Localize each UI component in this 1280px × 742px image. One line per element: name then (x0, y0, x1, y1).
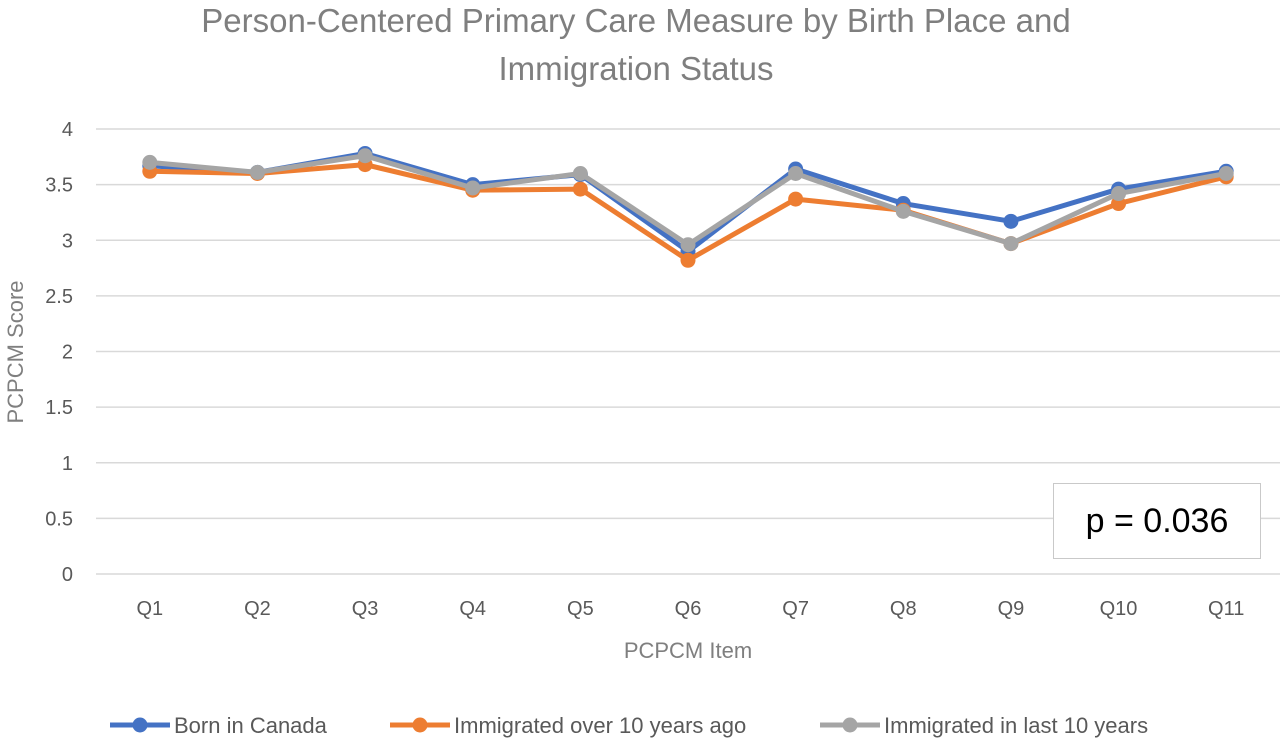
y-tick-label: 2.5 (45, 286, 73, 308)
y-tick-label: 3.5 (45, 175, 73, 197)
legend-marker (412, 717, 428, 733)
y-tick-label: 3 (62, 230, 73, 252)
data-point (1003, 213, 1019, 229)
y-tick-label: 2 (62, 342, 73, 364)
legend-label: Immigrated in last 10 years (884, 713, 1148, 738)
data-point (572, 181, 588, 197)
y-tick-label: 0.5 (45, 508, 73, 530)
legend: Born in Canada Immigrated over 10 years a… (110, 713, 1148, 738)
legend-entry: Born in Canada (110, 713, 328, 738)
data-point (788, 191, 804, 207)
x-axis-label: PCPCM Item (624, 638, 752, 663)
x-tick-label: Q7 (782, 598, 809, 620)
series-lines (142, 145, 1234, 268)
x-tick-label: Q1 (136, 598, 163, 620)
data-point (680, 252, 696, 268)
legend-entry: Immigrated over 10 years ago (390, 713, 746, 738)
x-tick-label: Q6 (675, 598, 702, 620)
legend-label: Born in Canada (174, 713, 328, 738)
x-tick-label: Q4 (459, 598, 486, 620)
y-tick-label: 1.5 (45, 397, 73, 419)
chart-title-line-2: Immigration Status (498, 50, 774, 87)
data-point (1003, 236, 1019, 252)
p-value-annotation: p = 0.036 (1053, 483, 1261, 559)
data-point (1218, 166, 1234, 181)
x-tick-label: Q8 (890, 598, 917, 620)
data-point (1111, 186, 1127, 202)
data-point (357, 148, 373, 164)
x-tick-label: Q9 (998, 598, 1025, 620)
x-tick-label: Q5 (567, 598, 594, 620)
data-point (465, 180, 481, 196)
x-tick-label: Q3 (352, 598, 379, 620)
x-tick-label: Q11 (1208, 598, 1244, 620)
data-point (249, 164, 265, 180)
y-tick-label: 1 (62, 453, 73, 475)
legend-marker (132, 717, 148, 733)
y-tick-label: 0 (62, 564, 73, 586)
data-point (680, 237, 696, 253)
x-tick-label: Q10 (1100, 598, 1138, 620)
data-point (788, 166, 804, 181)
series-3 (142, 148, 1234, 253)
y-axis-label: PCPCM Score (3, 280, 28, 423)
data-point (895, 203, 911, 219)
data-point (142, 154, 158, 170)
data-point (572, 166, 588, 181)
chart-title-line-1: Person-Centered Primary Care Measure by … (201, 2, 1071, 39)
legend-entry: Immigrated in last 10 years (820, 713, 1148, 738)
y-tick-label: 4 (62, 119, 73, 141)
x-tick-label: Q2 (244, 598, 271, 620)
p-value-text: p = 0.036 (1085, 501, 1229, 540)
x-tick-labels: Q1 Q2 Q3 Q4 Q5 Q6 Q7 Q8 Q9 Q10 Q11 (136, 598, 1244, 620)
legend-label: Immigrated over 10 years ago (454, 713, 746, 738)
legend-marker (842, 717, 858, 733)
y-tick-labels: 0 0.5 1 1.5 2 2.5 3 3.5 4 (45, 119, 73, 586)
